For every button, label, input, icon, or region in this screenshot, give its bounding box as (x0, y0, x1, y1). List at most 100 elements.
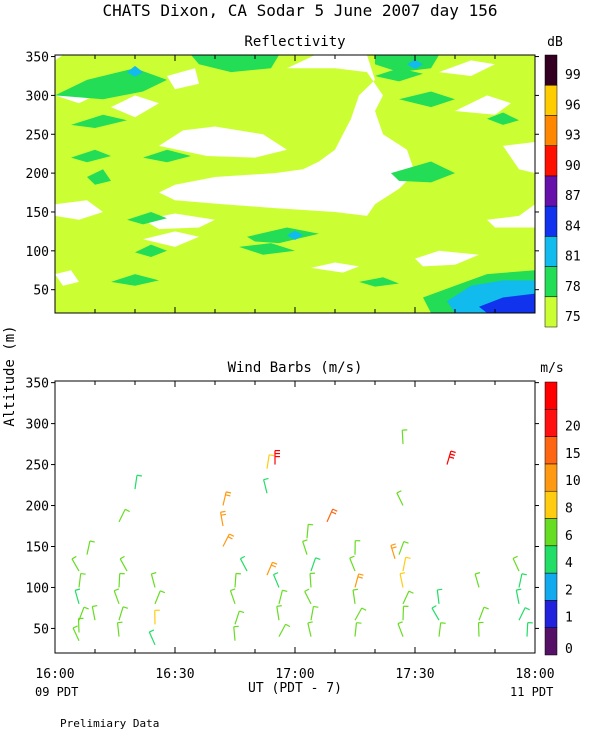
reflectivity-region-78 (111, 274, 159, 286)
wind-barb-flag (151, 572, 157, 575)
wind-barb-staff (402, 557, 407, 572)
wind-barb-flag (114, 588, 120, 592)
wind-barb-staff (222, 533, 230, 547)
wind-colorbar-label: 10 (565, 474, 581, 489)
reflectivity-y-ticks: 50 100 150 200 250 300 350 (26, 51, 539, 299)
reflectivity-x-ticks (54, 55, 536, 313)
wind-barb-flag (449, 456, 455, 459)
wind-barb (222, 533, 235, 547)
wind-barb-flag (272, 561, 278, 565)
wind-barb (307, 621, 313, 637)
wind-barb (118, 572, 125, 588)
wind-barb-staff (436, 589, 440, 604)
wind-barb-staff (354, 622, 358, 637)
x-tick-label: 17:00 (275, 667, 314, 682)
wind-barb-flag (399, 572, 406, 575)
wind-barb-flag (230, 588, 236, 592)
pdt-left-label: 09 PDT (35, 685, 78, 699)
reflectivity-gap (487, 204, 535, 228)
wind-barb-flag (74, 588, 81, 591)
wind-y-tick-label: 100 (26, 581, 49, 596)
wind-barb-staff (309, 573, 312, 588)
reflectivity-colorbar: 75 78 81 84 87 90 93 96 99 (544, 54, 581, 328)
wind-barb-flag (276, 605, 282, 607)
wind-colorbar-segment (544, 409, 558, 437)
wind-barb (276, 605, 282, 621)
wind-y-tick-label: 50 (33, 622, 49, 637)
wind-barb (446, 450, 456, 465)
wind-y-tick-label: 300 (26, 418, 49, 433)
reflectivity-gap (311, 262, 359, 273)
reflectivity-colorbar-segment (544, 54, 558, 86)
reflectivity-gap (55, 55, 63, 61)
wind-barb (78, 572, 86, 588)
wind-barb-staff (148, 631, 156, 646)
wind-barb-staff (150, 573, 156, 588)
reflectivity-gap (455, 95, 511, 115)
wind-barb-staff (307, 622, 312, 637)
wind-barb-flag (408, 590, 414, 594)
wind-barb-staff (234, 573, 237, 588)
wind-barb-flag (450, 450, 456, 454)
wind-barb (402, 556, 411, 572)
wind-barb-staff (438, 622, 442, 637)
wind-barb (119, 555, 128, 572)
reflectivity-colorbar-segment (544, 84, 558, 116)
wind-barb (354, 607, 367, 621)
wind-colorbar-label: 1 (565, 611, 573, 626)
wind-barb-staff (390, 545, 396, 559)
wind-barb (349, 555, 356, 572)
wind-plot-background (55, 381, 535, 653)
wind-barb (352, 588, 359, 604)
wind-barb (234, 572, 242, 588)
reflectivity-y-tick-label: 150 (26, 206, 49, 221)
reflectivity-region-78 (239, 243, 295, 255)
wind-barb (518, 607, 530, 621)
wind-barb-staff (349, 557, 356, 572)
wind-barb-staff (113, 590, 120, 605)
reflectivity-colorbar-label: 96 (565, 98, 581, 113)
wind-barb-flag (449, 453, 456, 456)
reflectivity-region-81 (127, 65, 143, 77)
reflectivity-region-78 (191, 55, 279, 73)
wind-barb (278, 623, 291, 637)
wind-colorbar-segment (544, 381, 558, 410)
wind-barb-flag (273, 572, 279, 576)
wind-barb (118, 606, 129, 621)
wind-barb (477, 621, 484, 637)
wind-barb-staff (266, 562, 274, 576)
wind-barbs (71, 429, 533, 646)
reflectivity-region-78 (143, 149, 191, 163)
wind-colorbar-label: 20 (565, 420, 581, 435)
wind-barb-staff (354, 573, 360, 588)
wind-barb-flag (72, 625, 78, 629)
wind-barb-flag (516, 588, 522, 591)
wind-barb-flag (356, 622, 362, 624)
wind-barb (219, 510, 227, 527)
wind-barb-staff (263, 479, 268, 494)
wind-barb (233, 625, 239, 641)
wind-barb-staff (352, 589, 356, 604)
wind-barb (71, 555, 80, 572)
wind-barb-staff (310, 606, 315, 621)
wind-colorbar-label: 8 (565, 502, 573, 517)
reflectivity-y-tick-label: 200 (26, 167, 49, 182)
wind-barb (154, 590, 166, 605)
wind-colorbar-segment (544, 490, 558, 519)
wind-barb (401, 429, 408, 445)
wind-barb-flag (332, 508, 338, 512)
wind-barb-staff (118, 573, 121, 588)
reflectivity-region-78 (55, 68, 167, 100)
wind-barb-flag (282, 589, 288, 593)
wind-barb-flag (226, 491, 232, 494)
reflectivity-title: Reflectivity (244, 34, 345, 50)
wind-barb-flag (357, 576, 363, 579)
wind-barb-staff (78, 573, 82, 588)
wind-barb-flag (239, 610, 245, 614)
wind-barb-staff (401, 430, 404, 445)
wind-barb-staff (354, 607, 363, 621)
wind-barb (278, 589, 288, 604)
reflectivity-y-tick-label: 350 (26, 51, 49, 66)
wind-barb-flag (397, 621, 403, 625)
wind-barb (436, 588, 443, 604)
